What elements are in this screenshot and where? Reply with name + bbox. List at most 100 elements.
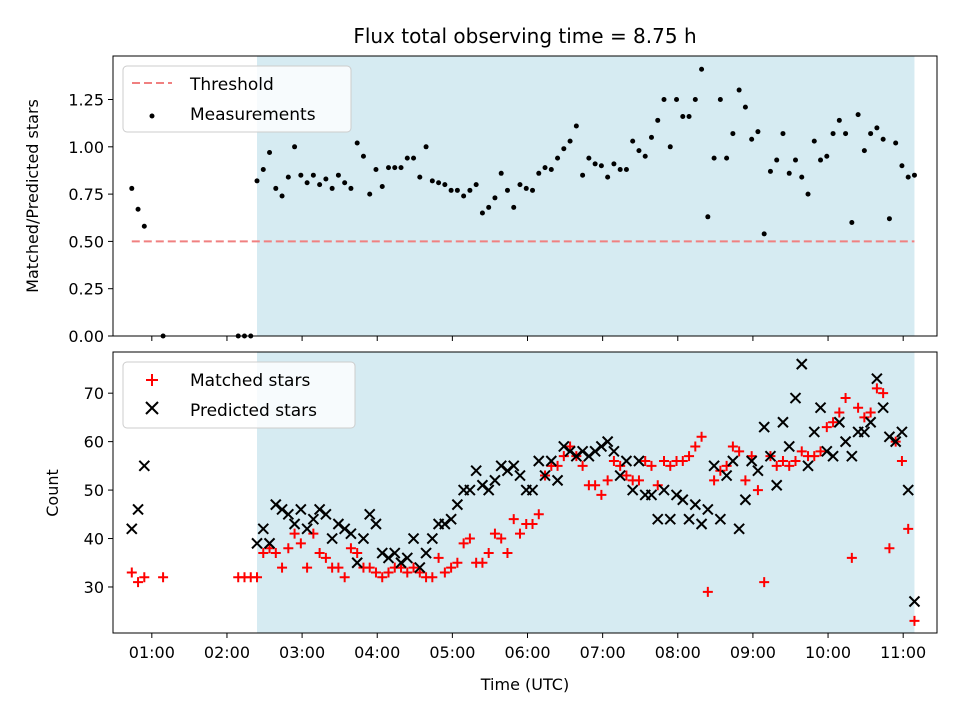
matched-star-point — [740, 475, 751, 486]
measurement-point — [523, 185, 529, 191]
measurement-point — [479, 210, 485, 216]
y-tick-label: 0.50 — [68, 232, 104, 251]
matched-star-point — [377, 572, 388, 583]
matched-star-point — [865, 407, 876, 418]
predicted-star-point — [451, 498, 464, 511]
matched-star-point — [333, 562, 344, 573]
predicted-star-point — [533, 455, 545, 467]
measurement-point — [655, 117, 661, 123]
x-tick-label: 03:00 — [279, 643, 325, 662]
x-axis-label: Time (UTC) — [480, 675, 569, 694]
matched-star-point — [771, 460, 782, 471]
predicted-star-point — [714, 513, 727, 525]
measurement-point — [699, 66, 705, 72]
matched-star-point — [302, 562, 313, 573]
measurement-point — [905, 174, 911, 180]
legend-predicted-label: Predicted stars — [190, 401, 317, 421]
measurement-point — [129, 185, 135, 191]
measurement-point — [586, 155, 592, 161]
matched-star-point — [364, 562, 375, 573]
matched-star-point — [871, 383, 882, 394]
predicted-star-point — [633, 455, 645, 467]
measurement-point — [335, 172, 341, 178]
matched-star-point — [646, 460, 657, 471]
matched-star-point — [527, 518, 538, 529]
bottom-legend-box — [122, 361, 356, 429]
predicted-star-point — [814, 402, 827, 414]
measurement-point — [742, 104, 748, 110]
y-tick-label: 60 — [84, 433, 104, 452]
measurement-point — [141, 223, 147, 229]
predicted-star-point — [576, 445, 589, 458]
matched-star-point — [790, 456, 801, 467]
measurement-point — [830, 131, 836, 137]
matched-star-point — [264, 543, 275, 554]
predicted-star-point — [370, 518, 382, 530]
predicted-star-point — [833, 416, 846, 428]
predicted-star-point — [482, 484, 495, 496]
predicted-star-point — [338, 523, 351, 535]
x-tick-label: 07:00 — [580, 643, 626, 662]
measurement-point — [442, 182, 448, 188]
matched-star-point — [621, 470, 632, 481]
matched-star-point — [464, 533, 475, 544]
matched-star-point — [258, 548, 269, 559]
matched-star-point — [665, 460, 676, 471]
top-axes-ticks: 0.00 0.25 0.50 0.75 1.00 1.25 — [68, 91, 904, 346]
measurement-point — [135, 206, 141, 212]
measurement-point — [423, 144, 429, 150]
measurement-point — [254, 178, 260, 184]
matched-star-point — [690, 441, 701, 452]
matched-star-point — [565, 441, 576, 452]
matched-star-point — [477, 557, 488, 568]
measurement-point — [705, 214, 711, 220]
top-legend: Threshold Measurements — [122, 65, 352, 133]
measurement-point — [310, 172, 316, 178]
measurement-point — [461, 193, 467, 199]
top-axes-frame — [112, 55, 938, 337]
measurement-point — [736, 87, 742, 93]
matched-star-point — [696, 431, 707, 442]
measurement-point — [786, 170, 792, 176]
matched-star-point — [508, 514, 519, 525]
measurement-point — [799, 174, 805, 180]
measurement-point — [767, 168, 773, 174]
measurement-point — [573, 123, 579, 129]
measurement-point — [843, 131, 849, 137]
matched-star-point — [308, 528, 319, 539]
predicted-star-point — [858, 426, 871, 438]
predicted-star-point — [871, 372, 883, 385]
top-legend-box — [122, 65, 352, 133]
matched-star-point — [878, 388, 889, 399]
measurement-point — [323, 176, 329, 182]
measurement-point — [811, 138, 817, 144]
measurement-point — [886, 216, 892, 222]
measurement-point — [567, 138, 573, 144]
predicted-star-point — [645, 489, 658, 501]
measurement-point — [605, 174, 611, 180]
measurement-point — [911, 172, 917, 178]
predicted-stars-points — [126, 358, 921, 608]
predicted-star-point — [313, 503, 326, 516]
x-tick-label: 05:00 — [429, 643, 475, 662]
predicted-star-point — [389, 547, 401, 559]
measurement-point — [504, 187, 510, 193]
matched-star-point — [677, 456, 688, 467]
bottom-legend: Matched stars Predicted stars — [122, 361, 356, 429]
predicted-star-point — [270, 498, 282, 511]
matched-star-point — [734, 446, 745, 457]
matched-star-point — [633, 475, 644, 486]
predicted-star-point — [307, 513, 320, 525]
measurement-point — [598, 163, 604, 169]
y-tick-label: 1.25 — [68, 91, 104, 110]
measurement-point — [755, 129, 761, 135]
predicted-star-point — [495, 460, 507, 472]
measurement-point — [749, 136, 755, 142]
y-tick-label: 50 — [84, 481, 104, 500]
measurement-point — [292, 144, 298, 150]
matched-star-point — [709, 475, 720, 486]
matched-star-point — [370, 567, 381, 578]
matched-star-point — [784, 460, 795, 471]
matched-star-point — [345, 543, 356, 554]
predicted-star-point — [501, 464, 514, 477]
